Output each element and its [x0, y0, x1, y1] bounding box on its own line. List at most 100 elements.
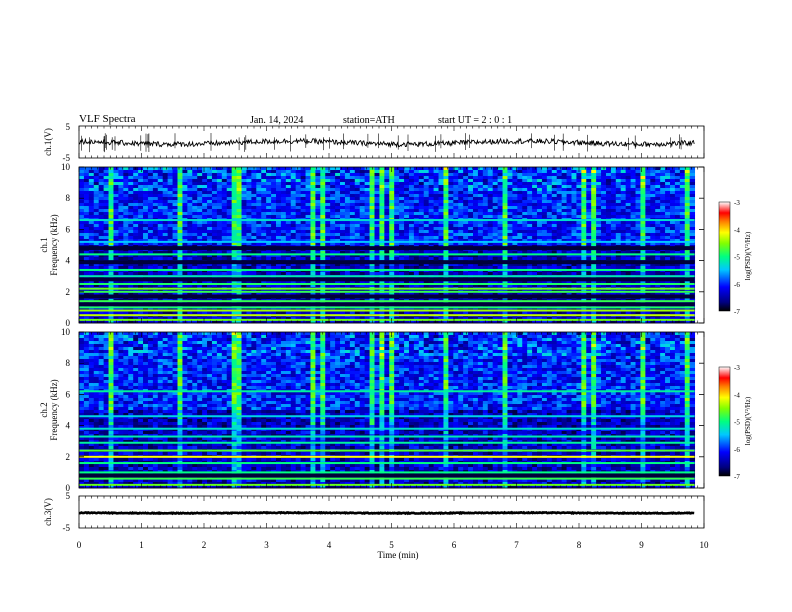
- spec1-cell: [152, 239, 159, 243]
- spec1-cell: [541, 239, 548, 243]
- spec1-cell: [152, 206, 159, 210]
- spec1-cell: [325, 317, 331, 321]
- spec1-cell: [468, 272, 474, 276]
- spec1-cell: [83, 320, 90, 324]
- spec1-cell: [418, 170, 425, 174]
- spec1-cell: [256, 242, 262, 246]
- spec1-cell: [473, 254, 479, 258]
- spec1-cell: [492, 191, 499, 195]
- spec1-cell: [404, 284, 410, 288]
- spec1-cell: [512, 170, 518, 174]
- spec1-cell: [507, 197, 513, 201]
- spec1-cell: [197, 209, 203, 213]
- spec1-cell: [532, 311, 538, 315]
- spec1-cell: [354, 200, 361, 204]
- spec1-cell: [207, 242, 213, 246]
- spec1-cell: [325, 194, 331, 198]
- spec1-cell: [532, 230, 538, 234]
- spec1-cell: [492, 320, 499, 324]
- spec1-cell: [113, 182, 119, 186]
- chart-date: Jan. 14, 2024: [250, 115, 304, 126]
- spec1-cell: [177, 167, 183, 171]
- spec1-cell: [280, 215, 287, 219]
- spec1-cell: [113, 281, 119, 285]
- spec1-cell: [211, 272, 218, 276]
- spec1-cell: [177, 200, 183, 204]
- spec1-cell: [399, 257, 405, 261]
- spec1-cell: [108, 227, 114, 231]
- spec1-cell: [477, 188, 484, 192]
- spec1-cell: [492, 266, 499, 270]
- spec1-cell: [413, 263, 420, 267]
- spec1-cell: [266, 200, 272, 204]
- spec1-cell: [246, 233, 252, 237]
- spec1-cell: [532, 200, 538, 204]
- spec1-cell: [143, 251, 149, 255]
- spec1-cell: [443, 173, 449, 177]
- spec1-cell: [182, 197, 188, 201]
- spec1-cell: [364, 194, 370, 198]
- spec1-cell: [103, 221, 109, 225]
- spec1-cell: [236, 233, 242, 237]
- spec1-cell: [384, 194, 390, 198]
- spec1-cell: [276, 191, 282, 195]
- spec1-cell: [443, 185, 449, 189]
- spec1-cell: [453, 203, 459, 207]
- spec1-cell: [438, 167, 444, 171]
- spec1-cell: [167, 191, 173, 195]
- spec1-cell: [172, 233, 178, 237]
- spec1-cell: [177, 206, 183, 210]
- spec1-cell: [517, 233, 523, 237]
- spec1-cell: [207, 215, 213, 219]
- spec1-cell: [320, 242, 326, 246]
- spec1-cell: [138, 227, 144, 231]
- spec1-cell: [83, 239, 90, 243]
- spec1-cell: [517, 188, 523, 192]
- spec1-cell: [162, 191, 169, 195]
- spec1-cell: [280, 179, 287, 183]
- spec1-cell: [276, 179, 282, 183]
- spec1-cell: [231, 230, 237, 234]
- spec1-cell: [468, 224, 474, 228]
- spec1-cell: [261, 263, 267, 267]
- spec1-cell: [394, 191, 400, 195]
- spec1-cell: [522, 188, 528, 192]
- spec1-cell: [359, 227, 366, 231]
- spec1-cell: [541, 284, 548, 288]
- spec1-cell: [133, 317, 139, 321]
- spec1-cell: [443, 176, 449, 180]
- spec1-cell: [197, 284, 203, 288]
- spec1-cell: [433, 257, 439, 261]
- spec1-cell: [379, 197, 385, 201]
- spec1-cell: [147, 320, 154, 324]
- spec1-cell: [507, 317, 513, 321]
- spec1-cell: [216, 257, 223, 261]
- spec1-cell: [453, 233, 459, 237]
- spec1-cell: [468, 257, 474, 261]
- spec1-cell: [384, 233, 390, 237]
- spec1-cell: [182, 233, 188, 237]
- spec1-cell: [428, 251, 435, 255]
- spec1-cell: [216, 191, 223, 195]
- spec1-cell: [413, 182, 420, 186]
- spec1-cell: [315, 227, 321, 231]
- spec1-cell: [113, 266, 119, 270]
- spec1-cell: [133, 179, 139, 183]
- spec1-cell: [320, 185, 326, 189]
- spec1-cell: [330, 266, 336, 270]
- spec1-cell: [507, 176, 513, 180]
- spec1-cell: [344, 200, 351, 204]
- spec1-cell: [527, 254, 533, 258]
- spec1-cell: [497, 257, 503, 261]
- spec1-cell: [532, 167, 538, 171]
- spec1-cell: [359, 185, 366, 189]
- spec1-cell: [374, 272, 380, 276]
- spec1-cell: [369, 215, 375, 219]
- spec1-cell: [537, 221, 543, 225]
- spec1-cell: [330, 182, 336, 186]
- spec1-cell: [305, 227, 311, 231]
- spec1-cell: [310, 200, 316, 204]
- spec1-cell: [197, 170, 203, 174]
- spec1-cell: [266, 212, 272, 216]
- spec1-cell: [527, 212, 533, 216]
